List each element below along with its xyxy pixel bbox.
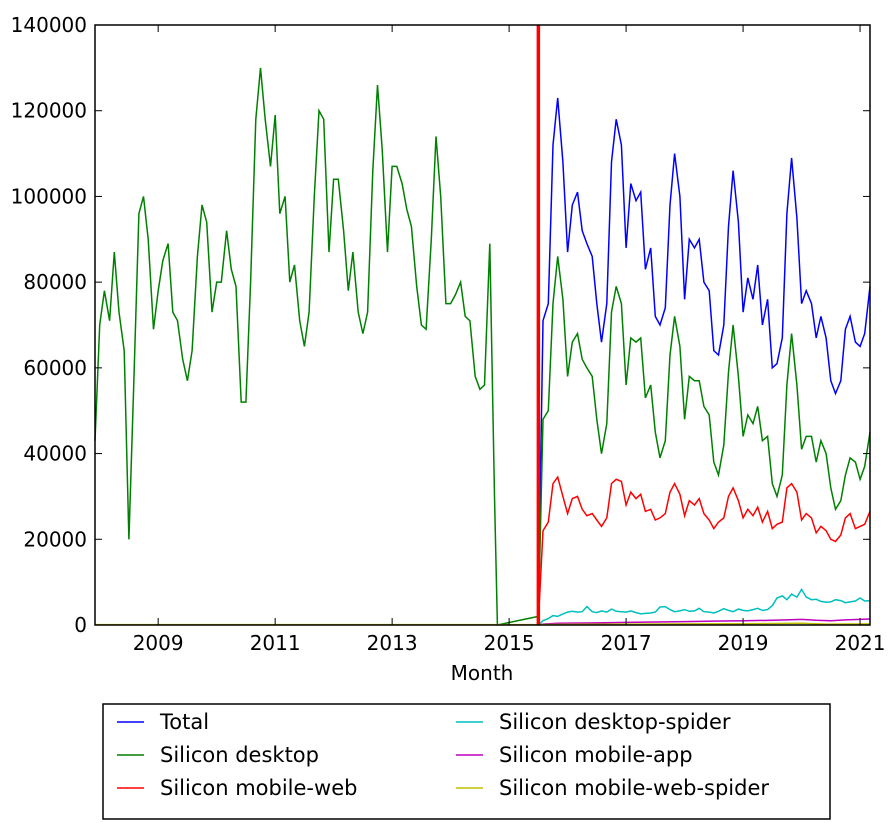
series-line-2 xyxy=(537,475,871,621)
legend-label: Total xyxy=(159,710,209,734)
x-tick-label: 2021 xyxy=(835,631,886,655)
y-tick-label: 40000 xyxy=(23,442,87,466)
legend-items: Total Silicon desktop Silicon mobile-web Si… xyxy=(117,710,769,800)
series-line-3 xyxy=(537,587,871,626)
y-tick-label: 60000 xyxy=(23,356,87,380)
y-tick-label: 20000 xyxy=(23,527,87,551)
legend-label: Silicon mobile-web-spider xyxy=(499,776,769,800)
x-axis-label: Month xyxy=(451,661,514,685)
legend-label: Silicon mobile-app xyxy=(499,743,693,767)
plot-lines xyxy=(94,25,871,626)
y-tick-label: 140000 xyxy=(11,13,87,37)
x-tick-label: 2017 xyxy=(601,631,652,655)
x-tick-label: 2011 xyxy=(250,631,301,655)
series-line-1 xyxy=(94,67,871,626)
y-tick-label: 120000 xyxy=(11,99,87,123)
x-tick-label: 2019 xyxy=(718,631,769,655)
legend-box xyxy=(102,703,831,820)
x-tick-label: 2009 xyxy=(133,631,184,655)
legend: Total Silicon desktop Silicon mobile-web Si… xyxy=(102,703,831,820)
y-tick-label: 100000 xyxy=(11,184,87,208)
y-tick-label: 80000 xyxy=(23,270,87,294)
x-tick-label: 2015 xyxy=(484,631,535,655)
x-tick-label: 2013 xyxy=(367,631,418,655)
legend-label: Silicon desktop-spider xyxy=(499,710,731,734)
legend-label: Silicon mobile-web xyxy=(160,776,357,800)
legend-label: Silicon desktop xyxy=(160,743,319,767)
plot-frame xyxy=(94,24,871,626)
series-line-0 xyxy=(537,97,871,604)
axes: 0 20000 40000 60000 80000 100000 120000 140000 2… xyxy=(11,13,886,655)
y-tick-label: 0 xyxy=(74,613,87,637)
